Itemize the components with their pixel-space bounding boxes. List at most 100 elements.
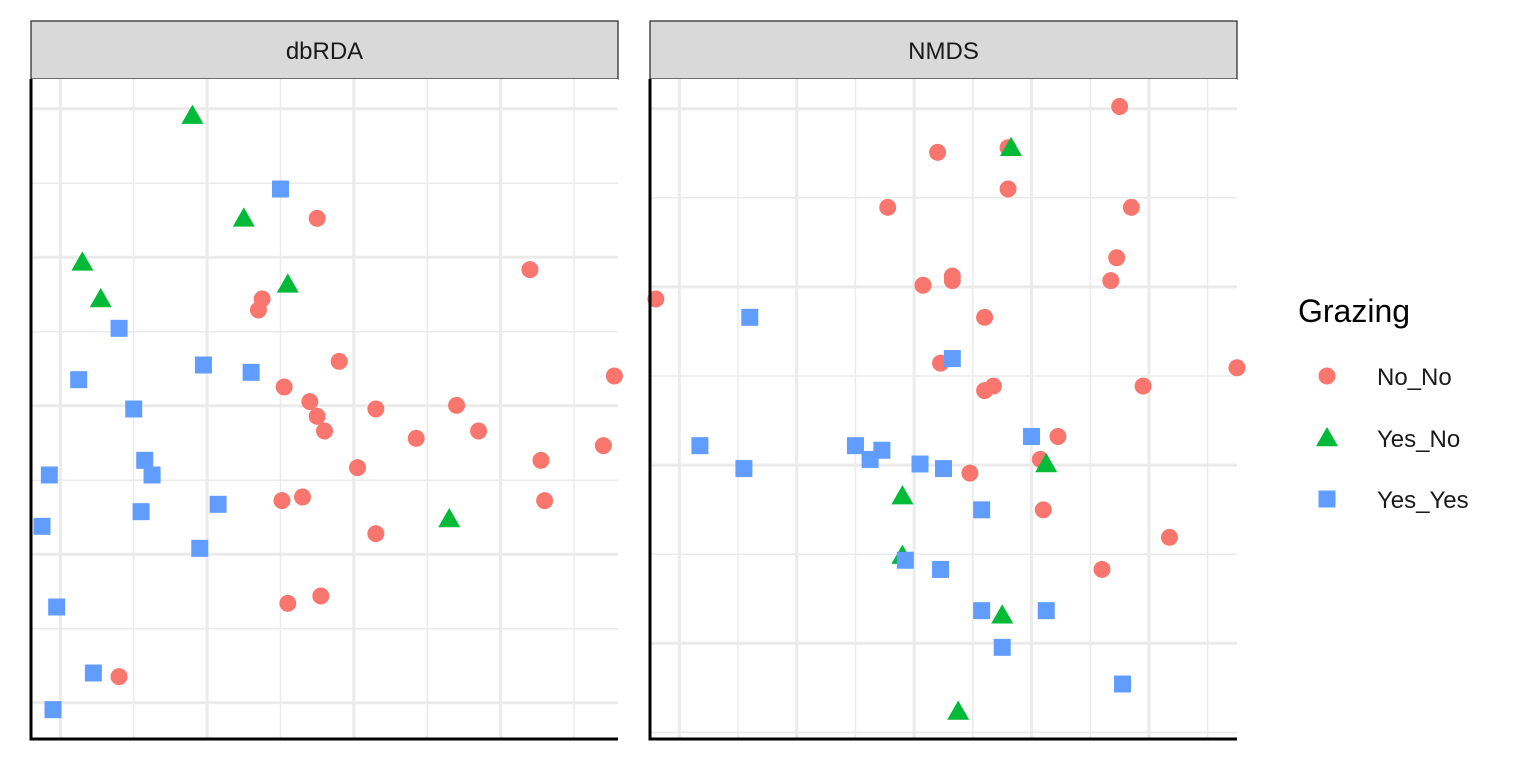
point-yes-no	[1035, 453, 1058, 473]
point-no-no	[976, 382, 994, 400]
point-yes-no	[71, 251, 94, 271]
point-yes-no	[891, 485, 914, 505]
point-yes-yes	[136, 451, 154, 469]
point-yes-yes	[40, 466, 58, 484]
legend-entry-no-no: No_No	[1318, 364, 1452, 391]
data-points	[647, 98, 1246, 720]
point-no-no	[407, 429, 425, 447]
point-no-no	[647, 290, 665, 308]
point-no-no	[521, 261, 539, 279]
point-yes-yes	[242, 363, 260, 381]
point-no-no	[330, 352, 348, 370]
facet-strip	[30, 20, 619, 80]
point-yes-no	[947, 700, 970, 720]
legend-label: No_No	[1377, 364, 1452, 391]
point-yes-yes	[896, 551, 914, 569]
facet-strip-label: dbRDA	[286, 38, 363, 65]
point-no-no	[293, 488, 311, 506]
legend-label: Yes_Yes	[1377, 487, 1469, 514]
point-no-no	[367, 400, 385, 418]
point-yes-yes	[691, 437, 709, 455]
point-yes-yes	[48, 598, 66, 616]
point-no-no	[1102, 272, 1120, 290]
point-no-no	[943, 272, 961, 290]
point-yes-yes	[861, 450, 879, 468]
point-yes-yes	[973, 602, 991, 620]
point-yes-yes	[735, 460, 753, 478]
point-yes-no	[991, 604, 1014, 624]
facet-panels: dbRDA NMDS	[29, 20, 1246, 741]
point-no-no	[1093, 560, 1111, 578]
point-no-no	[1228, 359, 1246, 377]
facet-panel-dbrda: dbRDA	[29, 20, 623, 741]
point-no-no	[308, 407, 326, 425]
point-no-no	[1134, 377, 1152, 395]
point-no-no	[929, 143, 947, 161]
point-yes-yes	[1114, 675, 1132, 693]
point-no-no	[594, 437, 612, 455]
point-yes-yes	[44, 701, 62, 719]
point-yes-yes	[911, 455, 929, 473]
point-yes-no	[438, 508, 461, 528]
point-yes-yes	[70, 371, 88, 389]
facet-strip	[649, 20, 1238, 80]
point-yes-yes	[932, 560, 950, 578]
point-no-no	[316, 422, 333, 440]
point-no-no	[273, 492, 291, 510]
point-no-no	[1108, 249, 1126, 267]
point-no-no	[976, 308, 994, 326]
point-yes-yes	[209, 495, 227, 513]
point-no-no	[448, 396, 466, 414]
point-yes-no	[276, 273, 299, 293]
point-no-no	[308, 209, 326, 227]
point-yes-yes	[741, 308, 759, 326]
facet-strip-label: NMDS	[908, 38, 979, 65]
point-no-no	[470, 422, 488, 440]
point-no-no	[879, 198, 897, 216]
point-yes-yes	[33, 517, 51, 535]
point-no-no	[367, 525, 385, 543]
legend-entry-yes-no: Yes_No	[1316, 426, 1460, 453]
point-no-no	[536, 492, 554, 510]
legend-key-circle	[1318, 367, 1336, 385]
point-no-no	[1122, 198, 1140, 216]
point-no-no	[275, 378, 293, 396]
legend: Grazing No_No Yes_No Yes_Yes	[1298, 293, 1469, 514]
data-points	[33, 104, 623, 719]
legend-label: Yes_No	[1377, 426, 1460, 453]
point-no-no	[999, 180, 1017, 198]
panel-background	[650, 79, 1237, 739]
point-no-no	[249, 301, 267, 319]
point-yes-yes	[84, 664, 102, 682]
point-yes-yes	[993, 638, 1011, 656]
point-no-no	[279, 594, 297, 612]
gridlines	[650, 79, 1237, 739]
point-yes-yes	[194, 356, 212, 374]
point-no-no	[605, 367, 623, 385]
facet-panel-nmds: NMDS	[647, 20, 1246, 741]
legend-key-square	[1318, 490, 1336, 508]
legend-key-triangle	[1316, 427, 1338, 447]
point-yes-yes	[110, 319, 128, 337]
point-no-no	[961, 464, 979, 482]
point-yes-no	[232, 207, 255, 227]
point-no-no	[914, 276, 932, 294]
point-yes-yes	[1023, 428, 1041, 445]
point-yes-yes	[132, 503, 150, 521]
point-no-no	[1049, 428, 1067, 445]
point-no-no	[301, 393, 319, 411]
point-no-no	[349, 459, 367, 477]
point-yes-yes	[143, 466, 161, 484]
panel-background	[31, 79, 618, 739]
point-yes-yes	[943, 350, 961, 368]
point-no-no	[532, 451, 550, 469]
point-yes-yes	[271, 180, 289, 198]
point-yes-yes	[973, 501, 991, 519]
point-no-no	[110, 668, 128, 686]
point-yes-no	[181, 104, 204, 124]
point-yes-yes	[191, 539, 209, 557]
point-no-no	[1160, 528, 1178, 546]
point-no-no	[1034, 501, 1052, 519]
point-yes-yes	[1037, 602, 1055, 620]
